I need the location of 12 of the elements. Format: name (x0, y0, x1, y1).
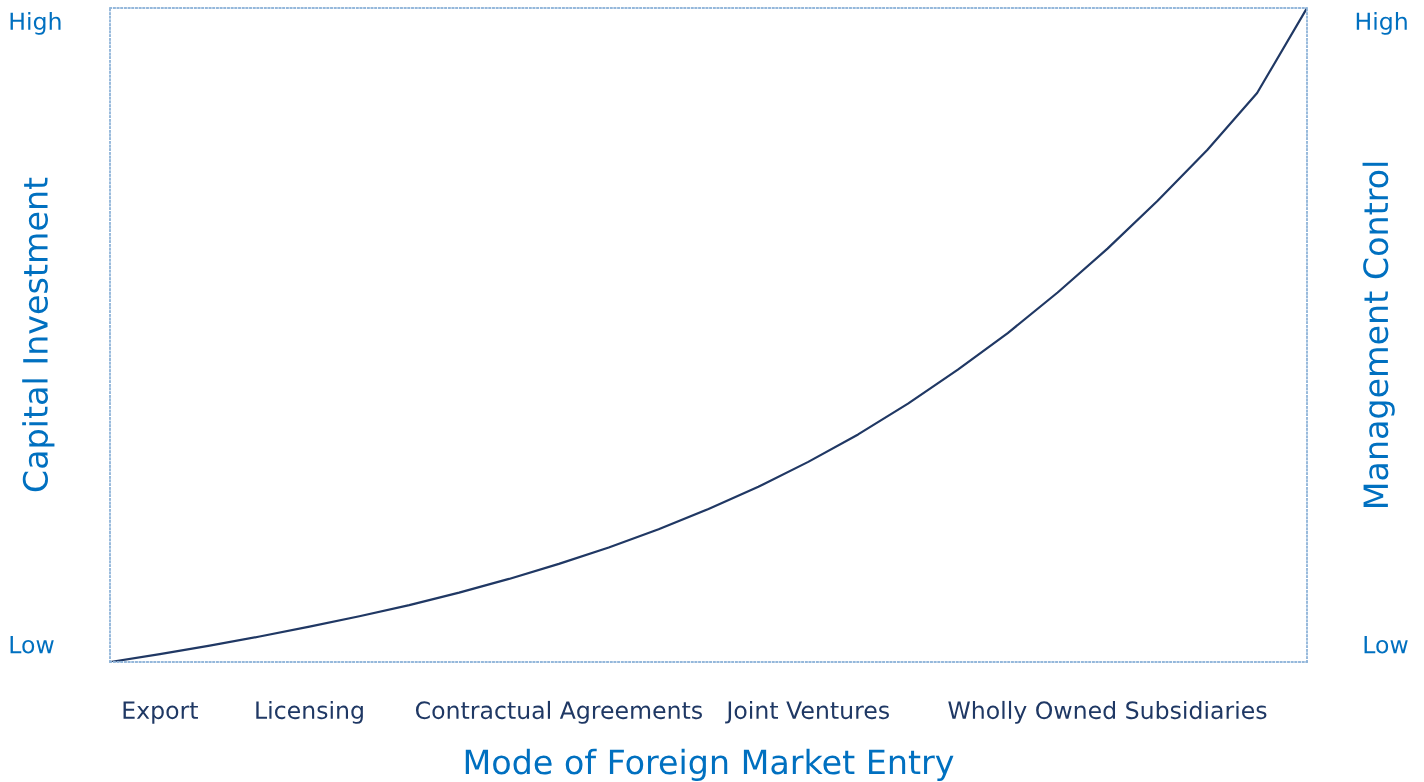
x-tick-label: Licensing (256, 700, 363, 724)
text: Low (1364, 635, 1408, 654)
text: High (10, 11, 61, 35)
text: Low (10, 635, 54, 654)
x-tick-label: Joint Ventures (725, 700, 889, 724)
x-axis-title: Mode of Foreign Market Entry (465, 748, 954, 781)
x-tick-label: Wholly Owned Subsidiaries (948, 700, 1267, 724)
y2-axis-title: Management Control (1362, 162, 1395, 508)
x-tick-label: Export (123, 701, 198, 724)
x-tick-label: Contractual Agreements (415, 700, 702, 724)
text: High (1356, 11, 1407, 35)
y-axis-title: Capital Investment (22, 177, 55, 492)
